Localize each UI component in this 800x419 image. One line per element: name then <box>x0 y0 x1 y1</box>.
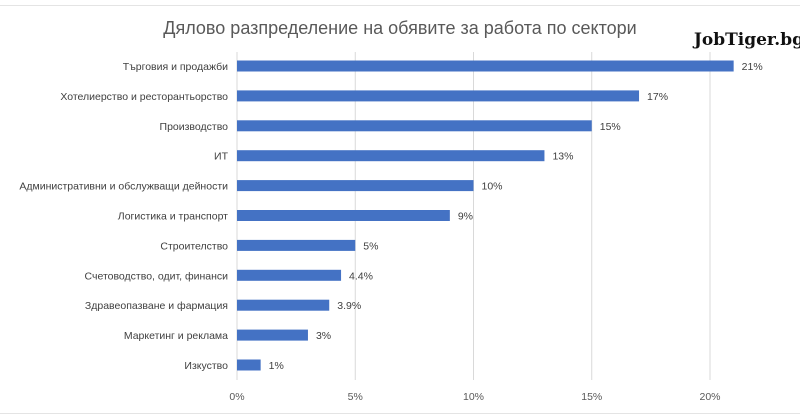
category-label: Производство <box>160 121 229 133</box>
chart-frame <box>0 5 800 414</box>
chart-title: Дялово разпределение на обявите за работ… <box>163 18 637 38</box>
bar <box>237 269 342 281</box>
category-label: Здравеопазване и фармация <box>85 300 228 312</box>
x-tick-label: 0% <box>229 391 244 403</box>
category-label: Търговия и продажби <box>123 61 228 73</box>
data-label: 15% <box>600 121 621 133</box>
data-label: 9% <box>458 211 473 223</box>
bar <box>237 239 356 251</box>
bar <box>237 359 261 371</box>
bar <box>237 120 592 132</box>
bar <box>237 210 450 221</box>
data-label: 3.9% <box>337 300 361 312</box>
bar <box>237 60 734 72</box>
category-label: Изкуство <box>184 360 228 372</box>
bar <box>237 329 308 341</box>
data-label: 3% <box>316 330 331 342</box>
data-label: 13% <box>552 151 573 163</box>
data-label: 1% <box>269 360 284 372</box>
category-label: ИТ <box>214 151 229 163</box>
bar <box>237 299 330 311</box>
category-label: Логистика и транспорт <box>118 211 228 223</box>
bar <box>237 180 474 192</box>
data-label: 17% <box>647 91 668 103</box>
x-tick-label: 5% <box>348 391 363 403</box>
data-label: 4.4% <box>349 270 373 282</box>
category-label: Счетоводство, одит, финанси <box>85 270 229 282</box>
category-label: Строителство <box>160 240 228 252</box>
x-tick-label: 15% <box>581 391 602 403</box>
category-label: Хотелиерство и ресторантьорство <box>60 91 228 103</box>
x-tick-label: 10% <box>463 391 484 403</box>
category-label: Административни и обслужващи дейности <box>19 181 228 193</box>
data-label: 21% <box>742 61 763 73</box>
jobtiger-logo: JobTiger.bg <box>693 30 800 50</box>
x-tick-label: 20% <box>699 391 720 403</box>
data-label: 10% <box>482 181 503 193</box>
category-label: Маркетинг и реклама <box>124 330 228 342</box>
bar <box>237 90 640 102</box>
bar <box>237 150 545 162</box>
data-label: 5% <box>363 240 378 252</box>
